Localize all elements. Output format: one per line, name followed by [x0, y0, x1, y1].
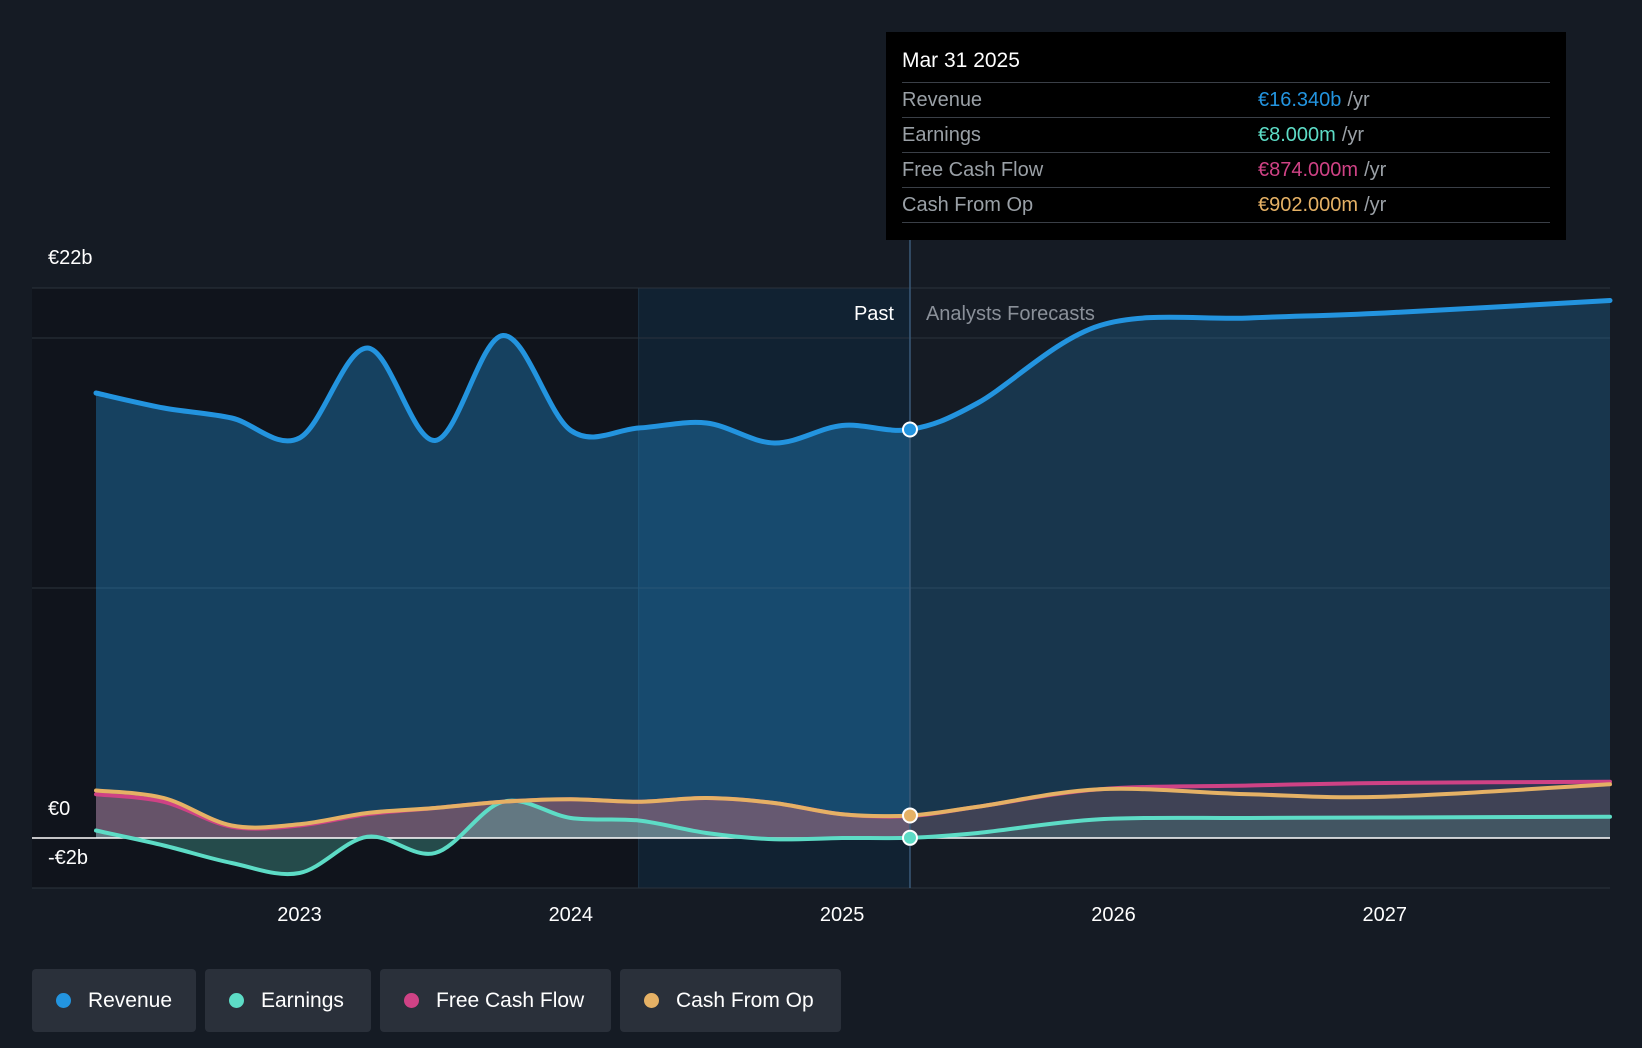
- tooltip-unit: /yr: [1341, 124, 1365, 146]
- earnings-line: [94, 798, 1612, 877]
- cfo-area-forecast: [909, 784, 1610, 838]
- legend-label-cfo: Cash From Op: [676, 988, 814, 1012]
- legend-item-revenue[interactable]: Revenue: [32, 969, 196, 1032]
- legend-label-revenue: Revenue: [87, 988, 172, 1012]
- earnings-marker: [901, 829, 918, 846]
- tooltip-row-revenue: Revenue €16.340b /yr: [902, 83, 1550, 118]
- legend: Revenue Earnings Free Cash Flow Cash Fro…: [32, 969, 841, 1032]
- y-axis-label: €0: [48, 798, 70, 820]
- cfo-marker: [901, 807, 918, 824]
- legend-item-fcf[interactable]: Free Cash Flow: [380, 969, 611, 1032]
- legend-label-fcf: Free Cash Flow: [436, 988, 585, 1012]
- tooltip-label-cfo: Cash From Op: [902, 194, 1034, 216]
- revenue-line: [93, 298, 1613, 446]
- x-axis-tick-label: 2023: [277, 904, 322, 926]
- y-axis-label: €22b: [48, 247, 93, 269]
- forecast-label: Analysts Forecasts: [926, 303, 1095, 325]
- tooltip-unit: /yr: [1364, 194, 1387, 216]
- revenue-marker: [901, 421, 918, 438]
- x-axis-tick-label: 2025: [820, 904, 865, 926]
- tooltip-value-revenue: €16.340b: [1258, 89, 1342, 111]
- tooltip-unit: /yr: [1347, 89, 1370, 111]
- tooltip-value-cfo: €902.000m: [1258, 194, 1359, 216]
- cfo-line: [94, 782, 1612, 830]
- tooltip-date: Mar 31 2025: [902, 46, 1550, 83]
- tooltip: Mar 31 2025 Revenue €16.340b /yr Earning…: [886, 32, 1566, 240]
- tooltip-row-cfo: Cash From Op €902.000m /yr: [902, 188, 1550, 223]
- fcf-dot-icon: [404, 993, 419, 1008]
- tooltip-label-fcf: Free Cash Flow: [902, 159, 1044, 181]
- revenue-area-forecast: [909, 300, 1610, 838]
- tooltip-label-revenue: Revenue: [902, 89, 983, 111]
- legend-item-cfo[interactable]: Cash From Op: [620, 969, 841, 1032]
- past-label: Past: [854, 303, 894, 325]
- tooltip-value-earnings: €8.000m: [1258, 124, 1336, 146]
- legend-item-earnings[interactable]: Earnings: [205, 969, 371, 1032]
- legend-label-earnings: Earnings: [261, 988, 344, 1012]
- x-axis-tick-label: 2026: [1091, 904, 1136, 926]
- tooltip-value-fcf: €874.000m: [1258, 159, 1359, 181]
- cfo-dot-icon: [644, 993, 659, 1008]
- tooltip-unit: /yr: [1364, 159, 1387, 181]
- tooltip-label-earnings: Earnings: [902, 124, 981, 146]
- tooltip-row-fcf: Free Cash Flow €874.000m /yr: [902, 153, 1550, 188]
- tooltip-row-earnings: Earnings €8.000m /yr: [902, 118, 1550, 153]
- y-axis-label: -€2b: [48, 847, 88, 869]
- x-axis-tick-label: 2027: [1363, 904, 1408, 926]
- x-axis-tick-label: 2024: [549, 904, 594, 926]
- revenue-dot-icon: [56, 993, 71, 1008]
- earnings-dot-icon: [229, 993, 244, 1008]
- revenue-area-past: [96, 335, 910, 838]
